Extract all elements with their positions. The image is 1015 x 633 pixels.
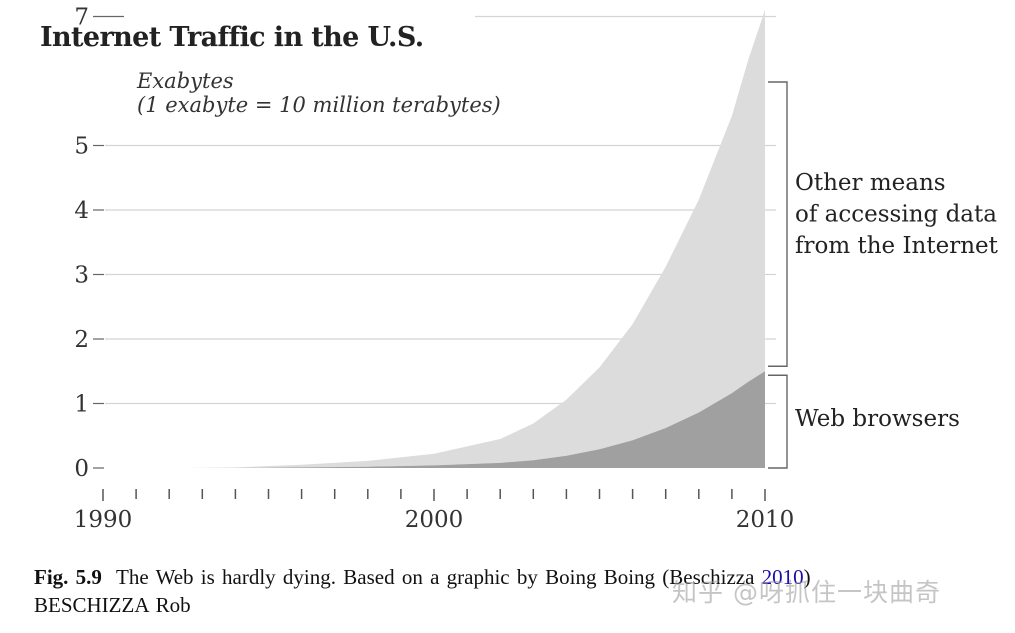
y-tick-label-5: 5: [74, 134, 89, 160]
annotation-label-0-1: of accessing data: [795, 202, 997, 228]
citation-year-link[interactable]: 2010: [761, 565, 804, 589]
area-layer: [185, 10, 765, 469]
y-tick-label-1: 1: [74, 392, 89, 418]
y-tick-label-4: 4: [74, 198, 89, 224]
figure-label: Fig. 5.9: [34, 565, 102, 589]
unit-label-line1: Exabytes: [136, 69, 234, 93]
x-tick-label-2000: 2000: [405, 507, 464, 533]
annotation-label-1-0: Web browsers: [795, 406, 960, 432]
x-axis: 1990 2000 2010: [74, 489, 795, 533]
annotation-label-0-0: Other means: [795, 170, 946, 196]
unit-label-line2: (1 exabyte = 10 million terabytes): [137, 93, 501, 117]
y-axis: 0 1 2 3 4 5 7: [74, 5, 124, 482]
y-tick-label-7: 7: [74, 5, 89, 31]
area-series-0: [185, 371, 765, 468]
caption-text: The Web is hardly dying. Based on a grap…: [116, 565, 762, 589]
internet-traffic-chart: 0 1 2 3 4 5 7 1990 2000 2010 Exabytes (1 exabyte…: [74, 5, 999, 534]
y-tick-label-3: 3: [74, 263, 89, 289]
unit-label: Exabytes (1 exabyte = 10 million terabyt…: [136, 69, 501, 117]
x-tick-label-2010: 2010: [736, 507, 795, 533]
annotation-bracket-0: [768, 81, 788, 367]
watermark: 知乎 @呀抓住一块曲奇: [672, 578, 941, 607]
y-tick-label-2: 2: [74, 327, 89, 353]
area-series-1: [185, 10, 765, 469]
x-tick-label-1990: 1990: [74, 507, 133, 533]
annotation-label-0-2: from the Internet: [795, 233, 999, 259]
caption-author: BESCHIZZA Rob: [34, 593, 191, 617]
chart-title: Internet Traffic in the U.S.: [40, 22, 424, 53]
caption-text-end: ): [803, 565, 811, 589]
annotation-bracket-1: [768, 374, 788, 469]
y-tick-label-0: 0: [74, 456, 89, 482]
annotation-layer: Other means of accessing data from the Int…: [768, 81, 999, 469]
figure-caption: Fig. 5.9 The Web is hardly dying. Based …: [34, 563, 994, 619]
